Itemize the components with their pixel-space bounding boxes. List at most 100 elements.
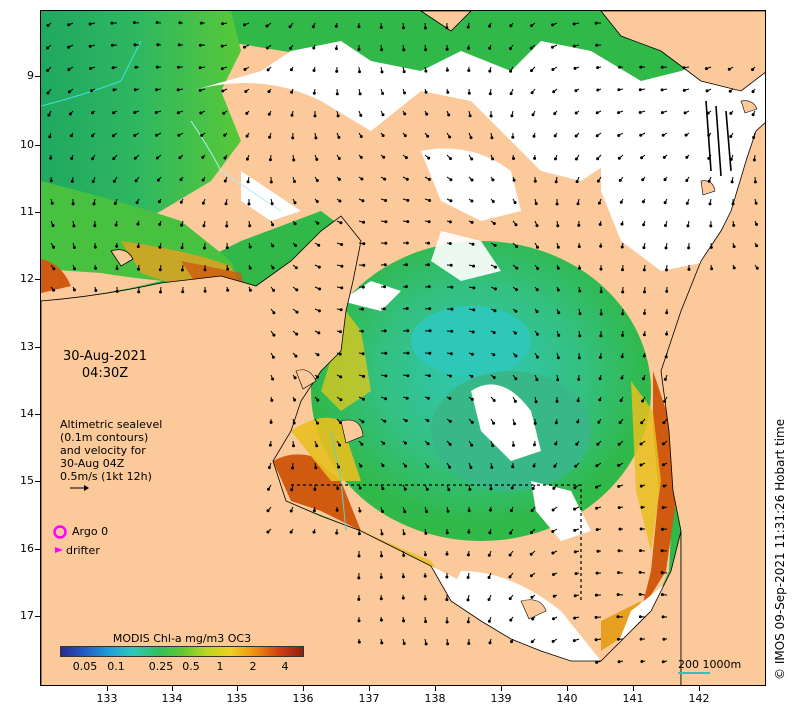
current-arrow-head	[425, 487, 429, 491]
current-arrow-head	[710, 267, 714, 271]
current-arrow-head	[379, 597, 383, 601]
drifter-icon	[55, 547, 63, 553]
current-arrow-head	[357, 532, 361, 536]
current-arrow-head	[133, 156, 137, 160]
current-arrow-head	[532, 134, 536, 138]
current-arrow-head	[492, 331, 496, 335]
current-arrow-head	[447, 488, 451, 492]
current-arrow-head	[358, 509, 362, 513]
current-arrow-head	[755, 222, 758, 226]
current-arrow-head	[663, 201, 667, 205]
current-arrow-head	[578, 334, 582, 338]
current-arrow-head	[357, 554, 361, 558]
current-arrow-head	[426, 442, 430, 446]
current-arrow-head	[466, 620, 470, 624]
current-arrow-head	[449, 157, 452, 161]
current-arrow-head	[427, 241, 430, 245]
current-arrow-head	[508, 597, 512, 601]
current-arrow-head	[339, 308, 343, 312]
current-arrow-head	[491, 157, 495, 161]
lon-tick: 134	[152, 686, 192, 705]
current-arrow-head	[639, 637, 643, 641]
lon-tick: 139	[481, 686, 521, 705]
current-arrow-head	[511, 135, 515, 139]
current-arrow-head	[337, 465, 341, 469]
current-arrow-head	[338, 352, 342, 356]
current-arrow-head	[179, 178, 183, 182]
current-arrow-head	[488, 46, 492, 50]
current-arrow-head	[574, 572, 578, 576]
current-arrow-head	[572, 22, 576, 26]
current-arrow-head	[618, 527, 622, 531]
current-arrow-head	[617, 506, 621, 510]
current-arrow-head	[293, 180, 296, 183]
current-arrow-head	[574, 111, 578, 115]
current-arrow-head	[155, 88, 159, 92]
lon-tick: 136	[283, 686, 323, 705]
current-arrow-head	[446, 642, 450, 646]
current-arrow-head	[381, 134, 385, 138]
current-arrow-head	[595, 43, 599, 47]
land-northern-territory	[41, 215, 682, 685]
current-arrow-head	[425, 112, 429, 116]
current-arrow-head	[159, 290, 162, 294]
current-arrow-head	[556, 224, 560, 228]
current-arrow-head	[557, 333, 561, 337]
current-arrow-head	[90, 134, 94, 138]
current-arrow-head	[445, 552, 449, 556]
current-arrow-head	[133, 43, 137, 47]
current-arrow-head	[199, 111, 203, 115]
current-arrow-head	[337, 177, 341, 181]
current-arrow-head	[445, 598, 449, 602]
current-arrow-head	[248, 288, 252, 292]
current-arrow-head	[445, 47, 449, 51]
current-arrow-head	[115, 267, 119, 271]
current-arrow-head	[492, 399, 496, 402]
current-arrow-head	[338, 199, 342, 203]
current-arrow-head	[362, 242, 366, 246]
current-arrow-head	[112, 111, 116, 115]
current-arrow-head	[665, 332, 669, 336]
current-arrow-head	[405, 263, 408, 267]
current-arrow-head	[509, 618, 513, 622]
current-arrow-head	[402, 532, 406, 536]
current-arrow-head	[488, 24, 492, 28]
current-arrow-head	[424, 48, 428, 52]
current-arrow-head	[292, 421, 296, 425]
current-arrow-head	[110, 21, 114, 25]
current-arrow-head	[248, 266, 252, 270]
current-arrow-head	[294, 266, 298, 270]
current-arrow-head	[494, 287, 497, 291]
current-arrow-head	[406, 374, 410, 378]
current-arrow-head	[573, 486, 577, 490]
current-arrow-head	[515, 266, 519, 270]
current-arrow-head	[379, 618, 383, 622]
current-arrow-head	[489, 508, 492, 512]
current-arrow-head	[448, 419, 452, 423]
current-arrow-head	[530, 24, 534, 28]
current-arrow-head	[73, 267, 76, 271]
current-arrow-head	[312, 509, 316, 513]
current-arrow-head	[594, 593, 598, 597]
current-arrow-head	[554, 180, 558, 184]
current-arrow-head	[289, 509, 293, 513]
current-arrow-head	[665, 311, 669, 315]
current-arrow-head	[158, 245, 162, 249]
current-arrow-head	[91, 157, 95, 161]
current-arrow-head	[383, 263, 387, 267]
map-panel[interactable]	[40, 10, 766, 686]
current-arrow-head	[577, 377, 581, 381]
current-arrow-head	[466, 553, 470, 557]
current-arrow-head	[289, 530, 293, 534]
current-arrow-head	[640, 421, 644, 425]
current-arrow-head	[490, 465, 494, 469]
current-arrow-head	[551, 68, 555, 71]
current-arrow-head	[245, 157, 249, 161]
current-arrow-head	[449, 263, 453, 267]
current-arrow-head	[445, 68, 449, 72]
current-arrow-head	[512, 178, 516, 182]
current-arrow-head	[380, 48, 384, 52]
current-arrow-head	[136, 245, 140, 249]
current-arrow-head	[535, 378, 539, 382]
colorbar-label: 2	[249, 660, 257, 673]
